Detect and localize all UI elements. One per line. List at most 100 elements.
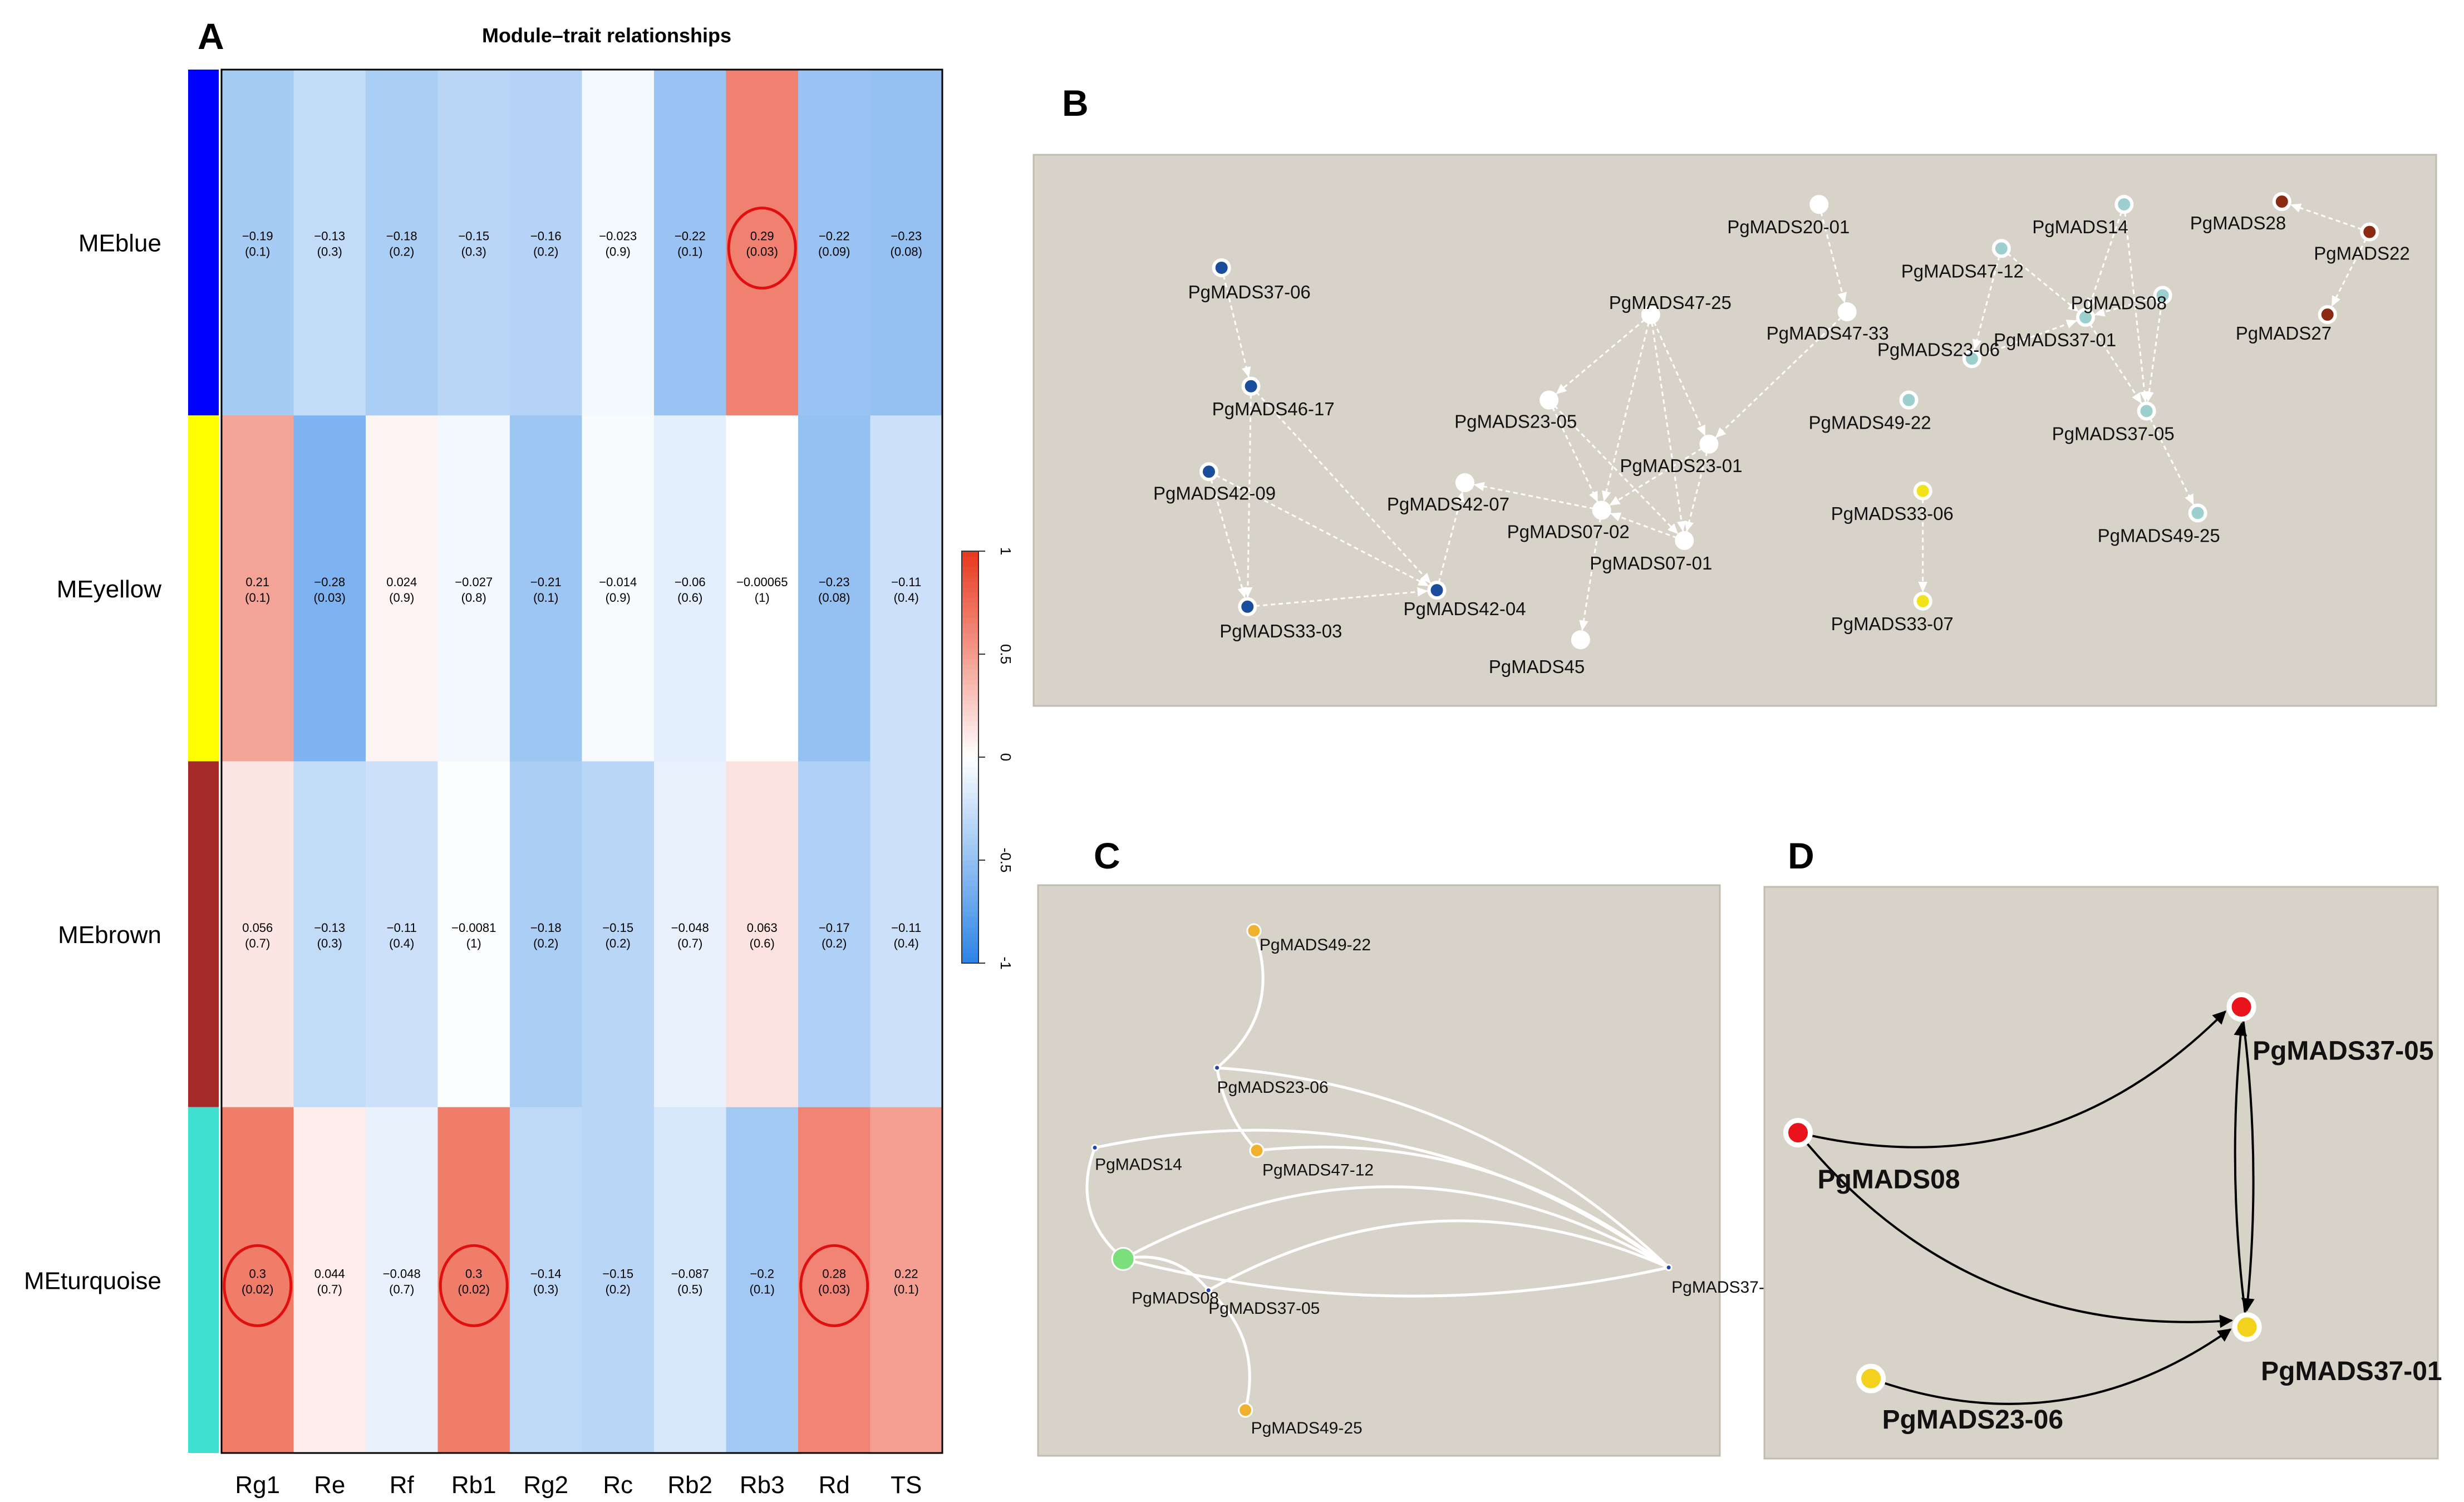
node-pgmads28: [2272, 192, 2291, 212]
cell-pvalue: (0.2): [606, 1282, 631, 1296]
node-pgmads14: [2114, 195, 2134, 214]
edge-pgmads47-25-pgmads07-01: [1650, 314, 1686, 532]
node-pgmads37-01: [2232, 1312, 2262, 1342]
node-pgmads08: [1783, 1118, 1813, 1148]
node-label-pgmads47-33: PgMADS47-33: [1767, 323, 1889, 343]
legend-swatch: [962, 813, 978, 819]
legend-swatch: [962, 875, 978, 881]
legend-swatch: [962, 834, 978, 840]
edge-pgmads22-pgmads27: [2330, 231, 2370, 307]
node-label-pgmads23-06: PgMADS23-06: [1882, 1405, 2063, 1435]
cell-pvalue: (0.6): [677, 591, 702, 605]
legend-swatch: [962, 819, 978, 824]
trait-label-ts: TS: [891, 1471, 922, 1499]
node-pgmads27: [2318, 305, 2337, 325]
node-label-pgmads42-09: PgMADS42-09: [1153, 483, 1276, 503]
cell-pvalue: (0.2): [533, 245, 558, 259]
node-label-pgmads47-25: PgMADS47-25: [1609, 292, 1732, 313]
edge-pgmads20-01-pgmads47-33: [1818, 204, 1847, 304]
cell-value: −0.14: [530, 1267, 562, 1280]
edge-pgmads33-03-pgmads42-04: [1247, 587, 1428, 608]
node-pgmads14: [1091, 1144, 1099, 1151]
cell-value: 0.21: [245, 575, 269, 589]
heatmap-cell: [437, 70, 510, 416]
cell-pvalue: (0.3): [461, 245, 486, 259]
node-label-pgmads37-01: PgMADS37-01: [1994, 330, 2116, 350]
legend-swatch: [962, 721, 978, 727]
edge-pgmads14-pgmads37-01: [2087, 204, 2125, 310]
node-label-pgmads22: PgMADS22: [2314, 243, 2409, 264]
legend-swatch: [962, 716, 978, 721]
heatmap-cell: [510, 70, 582, 416]
cell-pvalue: (0.1): [533, 591, 558, 605]
legend-swatch: [962, 634, 978, 639]
trait-label-rf: Rf: [390, 1471, 415, 1499]
panel-label-b: B: [1062, 82, 1089, 124]
node-label-pgmads49-22: PgMADS49-22: [1260, 936, 1371, 954]
edge-pgmads23-06-pgmads37-01: [1870, 1328, 2232, 1405]
heatmap-cell: [726, 415, 799, 762]
node-pgmads47-33: [1837, 302, 1857, 322]
node-pgmads23-06: [1856, 1363, 1886, 1393]
module-label-meblue: MEblue: [78, 230, 161, 257]
node-pgmads37-05: [2137, 401, 2156, 421]
cell-pvalue: (0.03): [746, 245, 778, 259]
module-label-meturquoise: MEturquoise: [24, 1267, 161, 1294]
legend-swatch: [962, 870, 978, 876]
node-label-pgmads37-06: PgMADS37-06: [1188, 282, 1311, 302]
legend-swatch: [962, 639, 978, 645]
heatmap-cell: [798, 70, 870, 416]
cell-pvalue: (0.03): [818, 1282, 850, 1296]
node-label-pgmads33-03: PgMADS33-03: [1219, 621, 1342, 641]
heatmap-cell: [726, 1107, 799, 1454]
legend-swatch: [962, 556, 978, 562]
legend-swatch: [962, 577, 978, 583]
legend-swatch: [962, 737, 978, 742]
cell-pvalue: (0.4): [894, 936, 919, 950]
edge-pgmads07-02-pgmads45: [1579, 510, 1603, 631]
legend-swatch: [962, 803, 978, 809]
legend-swatch: [962, 644, 978, 650]
panel-b-node-labels: PgMADS37-06 PgMADS46-17 PgMADS42-09 PgMADS3…: [1153, 213, 2410, 677]
cell-value: 0.024: [386, 575, 417, 589]
cell-value: 0.22: [894, 1267, 918, 1280]
panel-c-background: [1037, 884, 1721, 1457]
cell-value: −0.2: [750, 1267, 774, 1280]
legend-swatch: [962, 916, 978, 922]
panel-b-edges: [1208, 203, 2370, 631]
legend-swatch: [962, 808, 978, 814]
edge-pgmads23-06-pgmads49-22: [1216, 930, 1265, 1069]
node-pgmads47-25: [1641, 305, 1660, 325]
cell-pvalue: (0.08): [818, 591, 850, 605]
node-pgmads47-12: [1991, 239, 2011, 258]
cell-value: −0.22: [675, 229, 706, 243]
legend-swatch: [962, 551, 978, 557]
legend-swatch: [962, 752, 978, 758]
legend-swatch: [962, 690, 978, 696]
legend-swatch: [962, 850, 978, 856]
cell-pvalue: (0.2): [606, 936, 631, 950]
panel-label-a: A: [198, 16, 224, 57]
legend-swatch: [962, 613, 978, 619]
heatmap-cell: [366, 761, 438, 1108]
cell-pvalue: (0.9): [389, 591, 414, 605]
legend-swatch: [962, 788, 978, 794]
legend-swatch: [962, 685, 978, 691]
cell-pvalue: (0.9): [606, 245, 631, 259]
heatmap-cell: [366, 415, 438, 762]
edge-pgmads07-02-pgmads42-07: [1473, 482, 1602, 512]
panel-a-heatmap: A Module–trait relationships MEblue MEyel…: [24, 16, 1014, 1499]
node-label-pgmads49-25: PgMADS49-25: [1251, 1419, 1363, 1437]
cell-pvalue: (0.1): [894, 1282, 919, 1296]
node-pgmads42-09: [1199, 462, 1218, 482]
legend-swatch: [962, 845, 978, 851]
legend-tick-label: 0: [997, 753, 1014, 761]
heatmap-cell: [582, 1107, 655, 1454]
module-label-meyellow: MEyellow: [57, 576, 161, 603]
cell-value: −0.17: [819, 921, 850, 935]
node-label-pgmads47-12: PgMADS47-12: [1901, 261, 2024, 281]
legend-swatch: [962, 675, 978, 680]
cell-value: −0.048: [383, 1267, 421, 1280]
cell-value: −0.023: [599, 229, 637, 243]
